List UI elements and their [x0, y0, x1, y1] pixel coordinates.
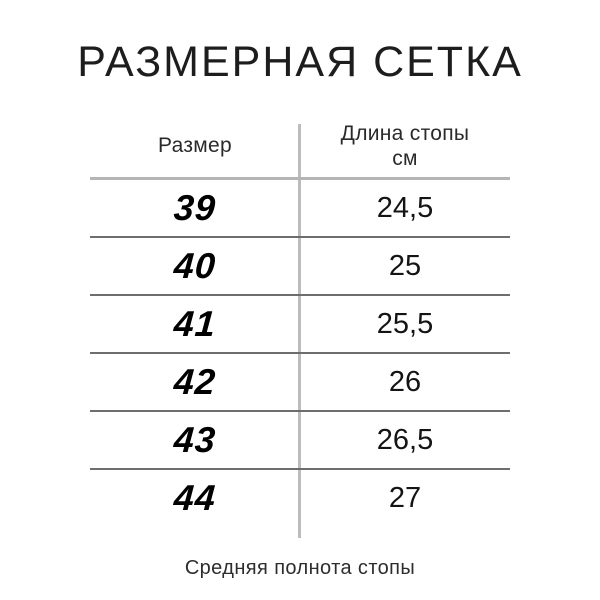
- table-row: 39 24,5: [90, 180, 510, 238]
- length-value: 27: [388, 481, 422, 514]
- length-value: 26,5: [376, 423, 434, 456]
- header-size-cell: Размер: [90, 116, 300, 177]
- size-cell: 44: [90, 470, 300, 526]
- length-value: 25,5: [376, 307, 434, 340]
- length-cell: 26: [300, 354, 510, 410]
- size-value: 41: [172, 303, 218, 344]
- table-row: 42 26: [90, 354, 510, 412]
- size-cell: 42: [90, 354, 300, 410]
- table-row: 44 27: [90, 470, 510, 526]
- table-row: 41 25,5: [90, 296, 510, 354]
- length-cell: 25,5: [300, 296, 510, 352]
- column-divider: [298, 124, 301, 538]
- length-cell: 25: [300, 238, 510, 294]
- size-cell: 39: [90, 180, 300, 236]
- length-value: 25: [388, 249, 422, 282]
- length-cell: 24,5: [300, 180, 510, 236]
- size-value: 39: [172, 187, 218, 228]
- header-length-label-line2: см: [392, 146, 418, 170]
- header-size-label: Размер: [158, 134, 232, 158]
- length-value: 26: [388, 365, 422, 398]
- size-value: 43: [172, 419, 218, 460]
- size-table: Размер Длина стопы см 39 24,5 40 25: [90, 116, 510, 538]
- size-cell: 43: [90, 412, 300, 468]
- size-cell: 41: [90, 296, 300, 352]
- size-value: 42: [172, 361, 218, 402]
- size-cell: 40: [90, 238, 300, 294]
- footnote-average-foot-width: Средняя полнота стопы: [184, 557, 416, 579]
- table-row: 43 26,5: [90, 412, 510, 470]
- length-cell: 26,5: [300, 412, 510, 468]
- page-title: РАЗМЕРНАЯ СЕТКА: [77, 38, 523, 86]
- size-value: 44: [172, 477, 218, 518]
- header-length-cell: Длина стопы см: [300, 116, 510, 177]
- length-cell: 27: [300, 470, 510, 526]
- table-row: 40 25: [90, 238, 510, 296]
- table-header-row: Размер Длина стопы см: [90, 116, 510, 180]
- size-value: 40: [172, 245, 218, 286]
- length-value: 24,5: [376, 191, 434, 224]
- header-length-label-line1: Длина стопы: [340, 122, 470, 146]
